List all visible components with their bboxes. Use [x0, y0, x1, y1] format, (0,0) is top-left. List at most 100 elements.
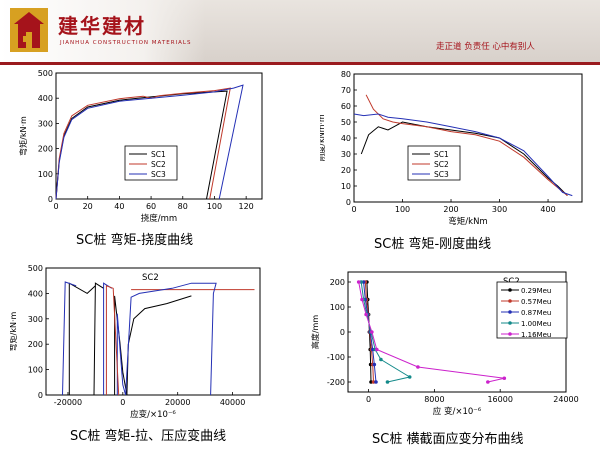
y-tick-label: 300	[28, 315, 43, 324]
x-tick-label: 0	[366, 395, 371, 404]
legend-label: SC2	[151, 160, 166, 169]
y-axis-label: 刚度/kNm·m	[320, 114, 326, 162]
legend-label: SC1	[151, 150, 166, 159]
y-tick-label: 300	[38, 119, 53, 128]
slogan: 走正道 负责任 心中有别人	[436, 42, 535, 52]
jianhua-logo-icon	[10, 8, 48, 52]
y-tick-label: 0	[48, 195, 53, 204]
plot-frame	[45, 267, 261, 396]
y-tick-label: 500	[28, 264, 43, 273]
x-tick-label: 100	[207, 202, 222, 211]
legend-marker	[508, 288, 512, 292]
x-tick-label: 80	[178, 202, 188, 211]
y-tick-label: 0	[346, 198, 351, 207]
series-line	[353, 113, 573, 197]
data-point	[364, 312, 368, 317]
y-tick-label: 40	[341, 134, 351, 143]
series-line	[93, 282, 104, 396]
y-tick-label: 400	[28, 289, 43, 298]
x-tick-label: 200	[443, 205, 458, 214]
x-axis-label: 弯矩/kNm	[448, 216, 487, 227]
plot-frame	[353, 73, 583, 203]
strain-distribution-chart: 0 8000 16000 24000 -200 -100 0 100 200 应 变/×10⁻⁶ 高…	[310, 271, 579, 417]
legend-marker	[508, 310, 512, 314]
series-line	[360, 281, 412, 383]
y-tick-label: 100	[38, 170, 53, 179]
series-line	[125, 282, 217, 396]
data-point	[356, 280, 361, 284]
x-tick-label: 16000	[487, 395, 512, 404]
data-point	[360, 297, 364, 302]
moment-deflection-chart: 0 20 40 60 80 100 120 0 100 200 300 400 500 挠度/mm 弯矩/k…	[18, 69, 263, 224]
data-point	[486, 380, 490, 384]
y-axis-label: 弯矩/kN·m	[10, 311, 18, 351]
data-point	[385, 380, 390, 384]
series-line	[358, 281, 505, 383]
y-tick-label: 60	[341, 102, 351, 111]
x-axis-label: 应变/×10⁻⁶	[130, 409, 176, 420]
moment-stiffness-chart: 0 100 200 300 400 0 10 20 30 40 50 60 70 80 弯矩/kNm 刚度/k…	[320, 70, 583, 227]
legend-label: 1.16Meu	[521, 331, 551, 339]
header-divider	[0, 62, 600, 65]
data-point	[502, 376, 507, 381]
y-tick-label: 0	[38, 391, 43, 400]
legend-label: 1.00Meu	[521, 320, 551, 328]
x-tick-label: 400	[540, 205, 555, 214]
legend-label: 0.87Meu	[521, 309, 551, 317]
page-header: 建华建材 JIANHUA CONSTRUCTION MATERIALS 走正道 …	[0, 0, 600, 62]
series-line	[55, 84, 244, 200]
chart-title: SC2	[142, 273, 159, 283]
legend-box	[496, 281, 568, 339]
y-tick-label: 100	[330, 303, 345, 312]
caption-moment-deflection: SC桩 弯矩-挠度曲线	[76, 233, 194, 248]
y-axis-label: 高度/mm	[310, 315, 320, 349]
data-point	[369, 380, 373, 384]
series-line	[68, 282, 96, 395]
x-tick-label: 0	[351, 205, 356, 214]
legend-label: SC3	[151, 170, 166, 179]
caption-strain-distribution: SC桩 横截面应变分布曲线	[372, 432, 524, 447]
data-point	[359, 280, 363, 284]
brand-name-en: JIANHUA CONSTRUCTION MATERIALS	[60, 40, 192, 46]
series-line	[105, 285, 120, 396]
y-tick-label: 10	[341, 182, 351, 191]
y-tick-label: 200	[38, 145, 53, 154]
data-point	[374, 380, 378, 384]
x-tick-label: -20000	[54, 398, 82, 407]
data-point	[361, 280, 366, 284]
x-tick-label: 40	[114, 202, 124, 211]
legend-label: 0.29Meu	[521, 287, 551, 295]
series-line	[55, 87, 231, 200]
data-point	[416, 365, 420, 369]
x-tick-label: 300	[492, 205, 507, 214]
x-tick-label: 0	[120, 398, 125, 407]
y-tick-label: 200	[330, 278, 345, 287]
data-point	[370, 330, 374, 334]
legend-marker	[508, 321, 512, 325]
y-tick-label: 100	[28, 366, 43, 375]
legend-marker	[508, 299, 512, 303]
y-tick-label: 200	[28, 340, 43, 349]
x-tick-label: 8000	[424, 395, 444, 404]
legend-marker	[508, 332, 512, 336]
y-tick-label: 50	[341, 118, 351, 127]
x-axis-label: 挠度/mm	[141, 213, 177, 224]
series-line	[103, 282, 113, 395]
data-point	[379, 357, 383, 362]
x-tick-label: 120	[239, 202, 254, 211]
x-tick-label: 20000	[165, 398, 190, 407]
series-line	[365, 94, 568, 196]
series-line	[116, 313, 127, 396]
data-point	[407, 375, 412, 379]
data-point	[370, 347, 375, 352]
x-tick-label: 100	[395, 205, 410, 214]
data-point	[374, 347, 379, 352]
y-tick-label: 80	[341, 70, 351, 79]
x-tick-label: 40000	[220, 398, 245, 407]
series-line	[126, 295, 192, 396]
y-tick-label: 0	[340, 328, 345, 337]
y-axis-label: 弯矩/kN·m	[18, 116, 28, 156]
y-tick-label: -200	[327, 378, 345, 387]
series-line	[62, 281, 77, 396]
legend-label: SC3	[434, 170, 449, 179]
